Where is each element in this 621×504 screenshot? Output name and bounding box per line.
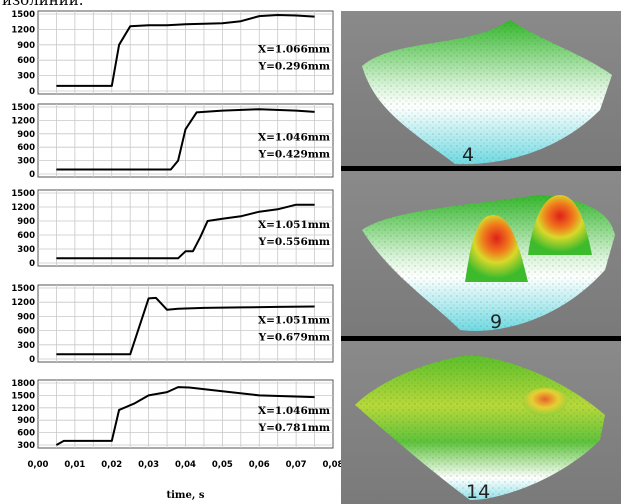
x-axis-label: time, s bbox=[167, 490, 205, 501]
series-line bbox=[55, 386, 315, 446]
x-tick-label: 0,04 bbox=[175, 460, 196, 470]
surface-panel-14: 14 bbox=[341, 341, 621, 504]
y-tick-label: 1500 bbox=[11, 391, 35, 401]
y-tick-label: 900 bbox=[17, 217, 35, 227]
y-tick-label: 600 bbox=[17, 56, 35, 66]
coordinate-annotation: X=1.066mm bbox=[258, 44, 330, 56]
chart-5: 300 600 900 1200 1500 1800 X=1.046mm Y=0.781mm 0… bbox=[11, 379, 343, 501]
y-tick-label: 1500 bbox=[11, 284, 35, 294]
y-tick-label: 900 bbox=[17, 130, 35, 140]
y-tick-label: 1500 bbox=[11, 189, 35, 199]
y-tick-label: 600 bbox=[17, 231, 35, 241]
coordinate-annotation: X=1.051mm bbox=[258, 219, 330, 231]
y-tick-label: 900 bbox=[17, 416, 35, 426]
surface-9-label: 9 bbox=[490, 311, 502, 333]
y-tick-label: 1500 bbox=[11, 103, 35, 113]
series-line bbox=[56, 14, 315, 87]
y-tick-label: 600 bbox=[17, 143, 35, 153]
y-tick-label: 600 bbox=[17, 429, 35, 439]
series-line bbox=[56, 296, 315, 356]
surface-panel-4: 4 bbox=[341, 11, 621, 166]
y-tick-label: 1200 bbox=[11, 203, 35, 213]
panel-separator bbox=[341, 166, 621, 171]
coordinate-annotation: X=1.046mm bbox=[258, 405, 330, 417]
y-tick-label: 900 bbox=[17, 41, 35, 51]
chart-4: 0 300 600 900 1200 1500 X=1.051mm Y=0.679mm bbox=[11, 284, 334, 365]
chart-2: 0 300 600 900 1200 1500 X=1.046mm Y=0.429mm bbox=[11, 103, 334, 180]
peak-left bbox=[465, 215, 528, 282]
surface-4-label: 4 bbox=[462, 144, 474, 166]
chart-1: 0 300 600 900 1200 1500 X=1.066mm Y=0.296mm bbox=[11, 10, 334, 97]
x-tick-label: 0,08 bbox=[323, 460, 344, 470]
panel-separator bbox=[341, 336, 621, 341]
y-tick-label: 300 bbox=[17, 157, 35, 167]
x-tick-label: 0,05 bbox=[212, 460, 233, 470]
y-tick-label: 300 bbox=[17, 441, 35, 451]
coordinate-annotation: Y=0.429mm bbox=[258, 149, 330, 161]
x-tick-label: 0,01 bbox=[64, 460, 85, 470]
coordinate-annotation: Y=0.296mm bbox=[258, 61, 330, 73]
x-tick-label: 0,00 bbox=[28, 460, 49, 470]
chart-3: 0 300 600 900 1200 1500 X=1.051mm Y=0.556mm bbox=[11, 189, 334, 269]
y-tick-label: 0 bbox=[29, 170, 35, 180]
y-tick-label: 600 bbox=[17, 327, 35, 337]
x-tick-label: 0,02 bbox=[101, 460, 122, 470]
peak-soft bbox=[523, 388, 567, 416]
series-line bbox=[56, 108, 315, 171]
caption-text: изолиний. bbox=[2, 0, 84, 9]
y-tick-label: 1500 bbox=[11, 10, 35, 20]
coordinate-annotation: Y=0.781mm bbox=[258, 422, 330, 434]
peak-right bbox=[528, 195, 592, 255]
y-tick-label: 0 bbox=[29, 355, 35, 365]
y-tick-label: 1200 bbox=[11, 116, 35, 126]
coordinate-annotation: X=1.051mm bbox=[258, 315, 330, 327]
y-tick-label: 0 bbox=[29, 259, 35, 269]
coordinate-annotation: Y=0.556mm bbox=[258, 236, 330, 248]
coordinate-annotation: X=1.046mm bbox=[258, 132, 330, 144]
y-tick-label: 1200 bbox=[11, 404, 35, 414]
y-tick-label: 300 bbox=[17, 245, 35, 255]
y-tick-label: 1200 bbox=[11, 25, 35, 35]
x-tick-label: 0,06 bbox=[249, 460, 270, 470]
y-tick-label: 1800 bbox=[11, 379, 35, 389]
x-tick-label: 0,03 bbox=[138, 460, 159, 470]
series-line bbox=[56, 203, 315, 260]
surface-panel-9: 9 bbox=[341, 171, 621, 336]
x-tick-label: 0,07 bbox=[286, 460, 307, 470]
y-tick-label: 900 bbox=[17, 312, 35, 322]
coordinate-annotation: Y=0.679mm bbox=[258, 332, 330, 344]
y-tick-label: 300 bbox=[17, 341, 35, 351]
y-tick-label: 0 bbox=[29, 87, 35, 97]
y-tick-label: 300 bbox=[17, 72, 35, 82]
y-tick-label: 1200 bbox=[11, 298, 35, 308]
surface-14-label: 14 bbox=[466, 481, 490, 503]
